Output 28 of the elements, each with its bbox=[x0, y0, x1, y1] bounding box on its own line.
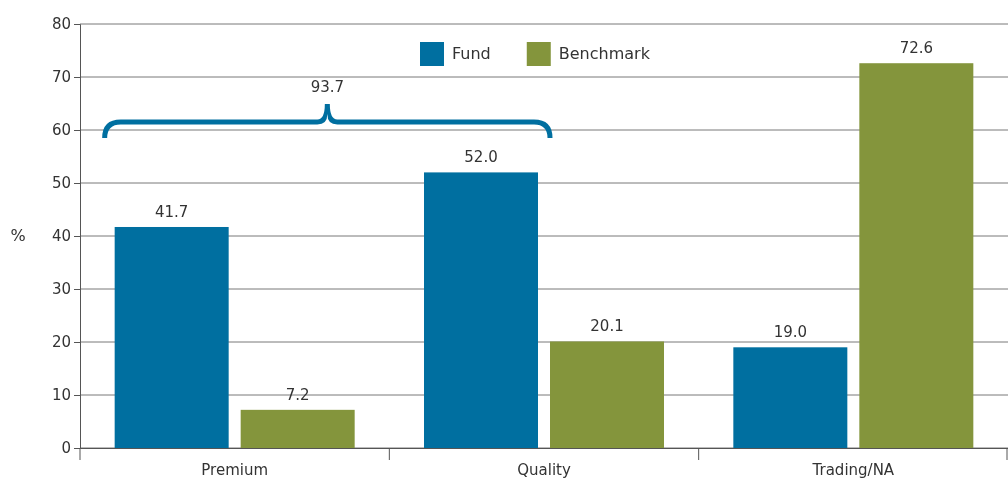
x-tick-label: Quality bbox=[517, 460, 571, 479]
bar bbox=[240, 409, 355, 448]
data-label: 72.6 bbox=[899, 39, 934, 58]
y-tick-label: 30 bbox=[51, 280, 71, 299]
x-tick-label: Premium bbox=[201, 460, 269, 479]
data-label: 19.0 bbox=[773, 323, 808, 342]
y-tick-label: 0 bbox=[61, 439, 71, 458]
data-label: 52.0 bbox=[464, 148, 498, 167]
y-tick-label: 40 bbox=[51, 227, 71, 246]
data-label: 7.2 bbox=[285, 385, 310, 404]
bar bbox=[424, 172, 538, 448]
bar bbox=[114, 226, 229, 448]
y-axis-title: % bbox=[10, 226, 26, 245]
data-label: 41.7 bbox=[154, 202, 189, 221]
y-tick-label: 70 bbox=[51, 68, 71, 87]
bar bbox=[859, 63, 974, 448]
x-tick-label: Trading/NA bbox=[811, 460, 895, 479]
annotation: 93.7 bbox=[310, 78, 345, 96]
y-tick-label: 50 bbox=[51, 174, 71, 193]
y-tick-label: 20 bbox=[51, 333, 71, 352]
y-tick-label: 80 bbox=[51, 15, 71, 34]
y-tick-label: 10 bbox=[51, 386, 71, 405]
data-label: 20.1 bbox=[590, 317, 624, 336]
bar bbox=[733, 347, 848, 448]
legend-label: Fund bbox=[452, 44, 491, 63]
legend-label: Benchmark bbox=[558, 44, 651, 63]
bar bbox=[550, 341, 664, 448]
y-tick-label: 60 bbox=[51, 121, 71, 140]
